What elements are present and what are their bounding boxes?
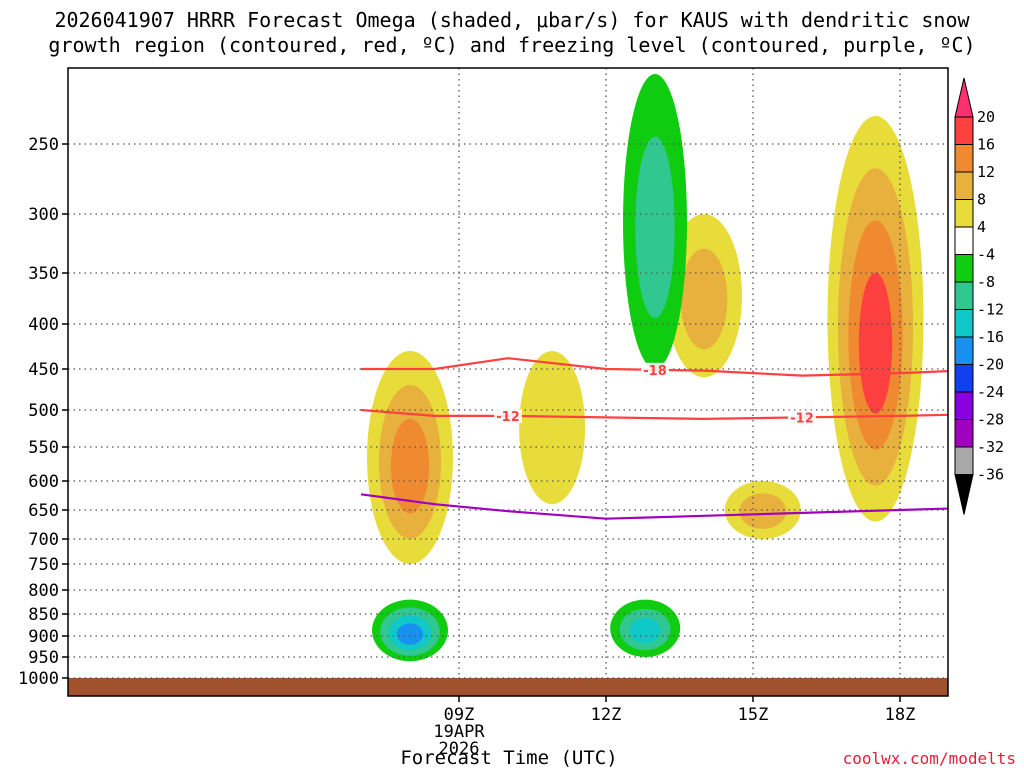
colorbar-swatch	[954, 226, 974, 255]
colorbar-swatch	[954, 254, 974, 283]
contour-line	[361, 357, 948, 377]
y-tick-label: 250	[28, 135, 59, 155]
omega-feature-ascent	[724, 481, 801, 539]
colorbar-swatch	[954, 446, 974, 475]
contour-label-bg	[494, 408, 522, 423]
omega-shell	[739, 493, 787, 530]
colorbar-swatch	[954, 144, 974, 173]
omega-feature-ascent	[367, 351, 453, 564]
colorbar-label: 4	[977, 218, 986, 236]
colorbar-bottom-triangle	[954, 474, 974, 515]
omega-shell	[519, 351, 586, 505]
y-tick-label: 550	[28, 438, 59, 458]
y-tick-label: 750	[28, 555, 59, 575]
omega-feature-ascent	[519, 351, 586, 505]
y-tick-label: 850	[28, 605, 59, 625]
colorbar-swatch	[954, 364, 974, 393]
colorbar-swatch	[954, 171, 974, 200]
chart-title-line-2: growth region (contoured, red, ºC) and f…	[48, 33, 975, 57]
omega-feature-ascent	[827, 115, 924, 522]
y-tick-label: 400	[28, 315, 59, 335]
omega-shell	[396, 623, 424, 645]
x-tick-label: 15Z	[738, 705, 769, 725]
colorbar-swatch	[954, 199, 974, 228]
x-tick-label: 09Z	[444, 705, 475, 725]
omega-shell	[858, 272, 893, 414]
y-tick-label: 900	[28, 627, 59, 647]
colorbar-label: 12	[977, 163, 995, 181]
colorbar-label: -24	[977, 383, 1004, 401]
contour-label: -18	[643, 364, 667, 379]
contour-label: -12	[496, 410, 520, 425]
colorbar-swatch	[954, 309, 974, 338]
colorbar-swatch	[954, 281, 974, 310]
contour-label-bg	[641, 362, 669, 377]
omega-shell	[390, 418, 430, 514]
contour-label-bg	[788, 410, 816, 425]
x-axis-label: Forecast Time (UTC)	[400, 747, 617, 768]
colorbar-label: -4	[977, 246, 995, 264]
colorbar-swatch	[954, 336, 974, 365]
ground-fill	[68, 678, 948, 696]
plot-border	[67, 67, 949, 697]
colorbar-label: -28	[977, 411, 1004, 429]
y-tick-label: 1000	[18, 669, 59, 689]
colorbar-label: 8	[977, 191, 986, 209]
y-tick-label: 950	[28, 648, 59, 668]
omega-feature-descent	[610, 599, 681, 657]
colorbar-label: 20	[977, 108, 995, 126]
colorbar-swatch	[954, 419, 974, 448]
plot-background	[68, 68, 948, 696]
colorbar-label: -20	[977, 356, 1004, 374]
y-tick-label: 350	[28, 264, 59, 284]
contour-line	[360, 493, 948, 520]
y-tick-label: 800	[28, 581, 59, 601]
colorbar-label: -36	[977, 466, 1004, 484]
colorbar-label: -16	[977, 328, 1004, 346]
omega-shell	[629, 617, 661, 644]
y-tick-label: 500	[28, 401, 59, 421]
y-tick-label: 300	[28, 205, 59, 225]
colorbar-label: -8	[977, 273, 995, 291]
y-tick-label: 700	[28, 530, 59, 550]
colorbar-label: -32	[977, 438, 1004, 456]
colorbar-label: -12	[977, 301, 1004, 319]
x-tick-label: 12Z	[591, 705, 622, 725]
contour-label: -12	[790, 411, 814, 426]
colorbar-top-triangle	[954, 77, 974, 118]
omega-shell	[635, 136, 675, 319]
chart-title-line-1: 2026041907 HRRR Forecast Omega (shaded, …	[54, 8, 970, 32]
colorbar-swatch	[954, 391, 974, 420]
credit-text: coolwx.com/modelts	[843, 749, 1016, 768]
x-tick-label: 2026	[439, 739, 480, 759]
y-tick-label: 600	[28, 472, 59, 492]
colorbar-label: 16	[977, 136, 995, 154]
x-tick-label: 19APR	[433, 722, 485, 742]
y-tick-label: 450	[28, 360, 59, 380]
x-tick-label: 18Z	[885, 705, 916, 725]
omega-feature-descent	[623, 74, 687, 369]
plot-area: -18-12-12-120	[68, 68, 948, 696]
omega-feature-descent	[372, 599, 448, 662]
colorbar-swatch	[954, 116, 974, 145]
y-tick-label: 650	[28, 501, 59, 521]
omega-shell	[680, 248, 728, 350]
